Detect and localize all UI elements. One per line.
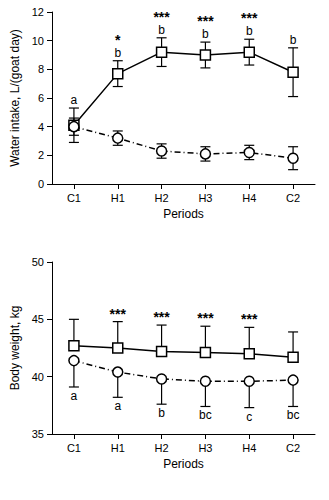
svg-text:35: 35 [32,428,44,440]
svg-text:***: *** [153,309,170,325]
svg-text:H3: H3 [198,442,212,454]
svg-text:a: a [71,93,78,107]
svg-text:b: b [290,33,297,47]
svg-text:8: 8 [38,63,44,75]
svg-text:b: b [158,23,165,37]
svg-text:C2: C2 [286,442,300,454]
svg-text:H2: H2 [155,442,169,454]
svg-text:c: c [246,410,252,424]
svg-text:Body weight, kg: Body weight, kg [8,306,22,391]
svg-text:10: 10 [32,35,44,47]
svg-text:H4: H4 [242,192,256,204]
svg-text:2: 2 [38,149,44,161]
svg-text:4: 4 [38,121,44,133]
svg-text:***: *** [241,311,258,327]
svg-text:45: 45 [32,313,44,325]
svg-text:Periods: Periods [163,207,204,221]
svg-text:bc: bc [199,408,212,422]
svg-text:H4: H4 [242,442,256,454]
svg-text:a: a [114,399,121,413]
svg-text:12: 12 [32,6,44,18]
svg-text:C1: C1 [67,192,81,204]
svg-text:***: *** [110,306,127,322]
svg-text:6: 6 [38,92,44,104]
svg-text:40: 40 [32,371,44,383]
svg-text:***: *** [197,310,214,326]
svg-text:***: *** [197,13,214,29]
svg-text:Water intake, L/(goat day): Water intake, L/(goat day) [8,29,22,167]
svg-text:0: 0 [38,178,44,190]
svg-text:b: b [246,24,253,38]
svg-text:50: 50 [32,256,44,268]
svg-text:***: *** [153,9,170,25]
svg-text:C2: C2 [286,192,300,204]
svg-text:H2: H2 [155,192,169,204]
svg-text:*: * [115,32,121,48]
svg-text:Periods: Periods [163,457,204,471]
svg-text:H1: H1 [111,192,125,204]
svg-text:b: b [158,406,165,420]
svg-text:b: b [114,46,121,60]
svg-text:H1: H1 [111,442,125,454]
svg-text:C1: C1 [67,442,81,454]
svg-text:***: *** [241,10,258,26]
svg-text:b: b [202,27,209,41]
svg-text:H3: H3 [198,192,212,204]
svg-text:a: a [71,389,78,403]
svg-text:bc: bc [287,408,300,422]
